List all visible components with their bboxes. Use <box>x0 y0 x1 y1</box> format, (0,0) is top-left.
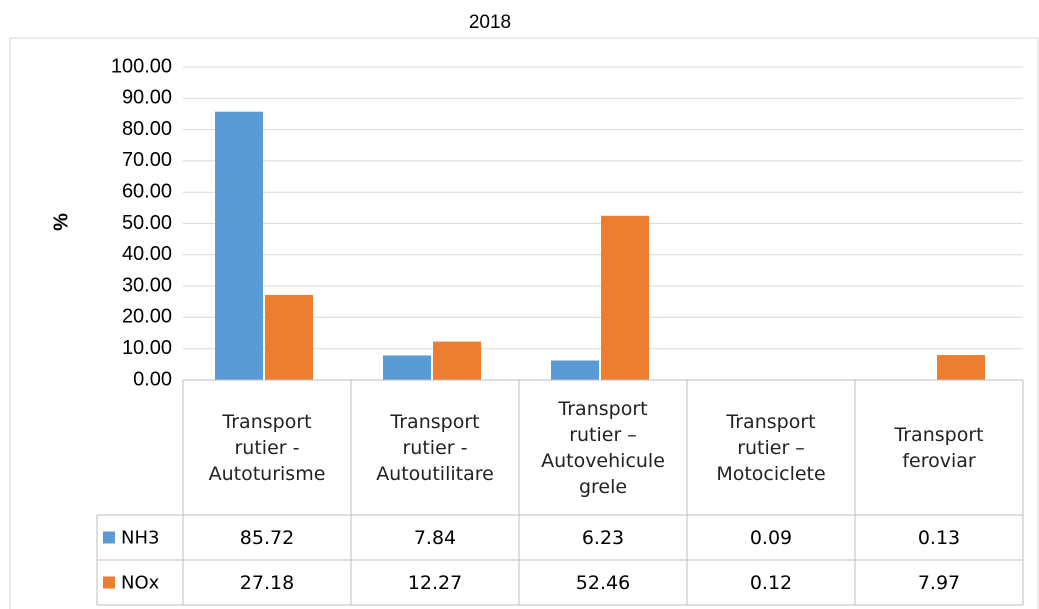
table-value: 0.09 <box>750 527 792 549</box>
legend-swatch <box>103 531 115 544</box>
y-tick-label: 10.00 <box>122 337 172 359</box>
chart-title: 2018 <box>469 12 511 33</box>
table-value: 52.46 <box>576 572 630 594</box>
x-tick-label: Transport rutier – Autovehicule grele <box>519 380 687 515</box>
y-tick-label: 40.00 <box>122 243 172 265</box>
y-tick-label: 60.00 <box>122 180 172 202</box>
legend-swatch <box>103 576 115 589</box>
y-axis-label: % <box>50 213 72 231</box>
table-value: 0.13 <box>918 527 960 549</box>
table-value: 7.97 <box>918 572 960 594</box>
y-tick-label: 100.00 <box>111 55 172 77</box>
bar <box>551 360 599 380</box>
y-tick-label: 90.00 <box>122 87 172 109</box>
y-tick-label: 0.00 <box>133 368 172 390</box>
chart-border <box>9 37 1039 609</box>
table-value: 7.84 <box>414 527 456 549</box>
table-value: 85.72 <box>240 527 294 549</box>
bar <box>215 111 263 380</box>
x-tick-text: Transport rutier – Autovehicule grele <box>541 397 665 498</box>
y-tick-label: 70.00 <box>122 149 172 171</box>
table-value: 12.27 <box>408 572 462 594</box>
x-tick-label: Transport rutier - Autoturisme <box>183 380 351 515</box>
bar <box>937 355 985 380</box>
x-tick-label: Transport rutier – Motociclete <box>687 380 855 515</box>
table-value: 6.23 <box>582 527 624 549</box>
legend-label: NOx <box>121 573 160 594</box>
bar <box>601 215 649 380</box>
x-tick-text: Transport rutier - Autoturisme <box>208 410 326 485</box>
bar <box>383 355 431 380</box>
legend-label: NH3 <box>121 528 159 549</box>
x-tick-text: Transport rutier - Autoutilitare <box>376 410 494 485</box>
x-tick-text: Transport feroviar <box>894 423 984 472</box>
x-tick-label: Transport feroviar <box>855 380 1023 515</box>
table-value: 27.18 <box>240 572 294 594</box>
y-tick-label: 80.00 <box>122 118 172 140</box>
table-value: 0.12 <box>750 572 792 594</box>
x-tick-text: Transport rutier – Motociclete <box>716 410 826 485</box>
y-tick-label: 30.00 <box>122 274 172 296</box>
x-tick-label: Transport rutier - Autoutilitare <box>351 380 519 515</box>
y-tick-label: 20.00 <box>122 306 172 328</box>
bar <box>265 294 313 380</box>
bar <box>433 341 481 380</box>
y-tick-label: 50.00 <box>122 212 172 234</box>
